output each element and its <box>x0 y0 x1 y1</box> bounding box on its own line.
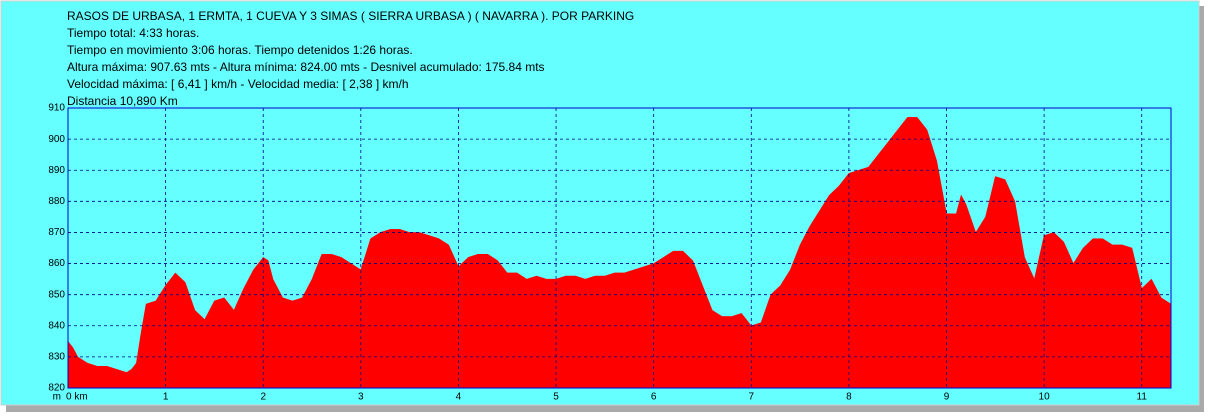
y-tick-label: 830 <box>48 352 65 363</box>
info-line: Altura máxima: 907.63 mts - Altura mínim… <box>67 60 545 74</box>
info-line: Tiempo total: 4:33 horas. <box>67 26 199 40</box>
y-tick-label: 890 <box>48 165 65 176</box>
x-tick-label: 3 <box>358 392 364 403</box>
x-tick-label: 0 km <box>66 392 88 403</box>
x-tick-label: 10 <box>1039 392 1051 403</box>
x-tick-label: 8 <box>846 392 852 403</box>
x-tick-label: 7 <box>748 392 754 403</box>
y-tick-label: 880 <box>48 196 65 207</box>
x-tick-label: 1 <box>163 392 169 403</box>
info-line: Velocidad máxima: [ 6,41 ] km/h - Veloci… <box>67 77 409 91</box>
y-tick-label: 900 <box>48 134 65 145</box>
y-tick-label: 910 <box>48 103 65 114</box>
info-line: Distancia 10,890 Km <box>67 94 178 108</box>
plot-border <box>67 107 1172 389</box>
x-tick-label: 2 <box>260 392 266 403</box>
x-tick-label: 6 <box>651 392 657 403</box>
x-tick-label: 11 <box>1137 392 1148 403</box>
x-tick-label: 9 <box>944 392 950 403</box>
y-tick-label: 840 <box>48 320 65 331</box>
elevation-area <box>67 117 1172 389</box>
y-tick-label: 820 <box>48 383 65 394</box>
y-tick-label: 850 <box>48 289 65 300</box>
y-tick-label: 870 <box>48 227 65 238</box>
y-axis-label: m <box>53 392 61 403</box>
x-tick-label: 4 <box>456 392 462 403</box>
y-tick-label: 860 <box>48 258 65 269</box>
info-line: Tiempo en movimiento 3:06 horas. Tiempo … <box>67 43 413 57</box>
x-tick-label: 5 <box>553 392 559 403</box>
chart-title: RASOS DE URBASA, 1 ERMTA, 1 CUEVA Y 3 SI… <box>67 9 634 23</box>
